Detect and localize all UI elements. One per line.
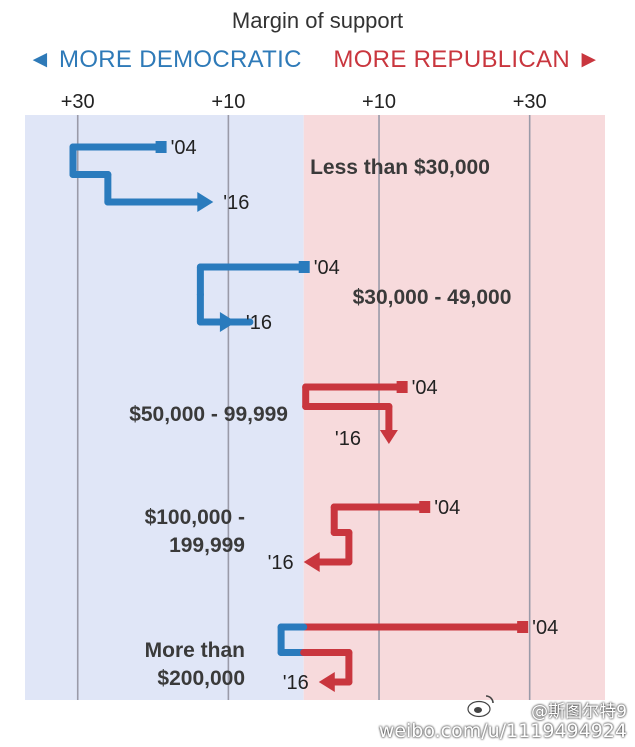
year-label-2016: '16 xyxy=(283,672,309,694)
series-label: $30,000 - 49,000 xyxy=(353,286,512,309)
marker-2016-arrow xyxy=(379,430,398,444)
marker-2004 xyxy=(298,261,310,273)
marker-2016-arrow xyxy=(303,552,320,572)
more-republican-label: MORE REPUBLICAN ► xyxy=(333,46,601,73)
more-democratic-label: ◄ MORE DEMOCRATIC xyxy=(28,46,302,73)
marker-2016-arrow xyxy=(318,672,335,692)
series-label: 199,999 xyxy=(169,534,245,557)
marker-2004 xyxy=(396,381,408,393)
weibo-logo-icon xyxy=(467,695,494,718)
marker-2016-arrow xyxy=(219,312,236,332)
year-label-2016: '16 xyxy=(246,312,272,334)
year-label-2016: '16 xyxy=(335,428,361,450)
series-label: $50,000 - 99,999 xyxy=(129,403,288,426)
democratic-background xyxy=(25,115,304,700)
year-label-2016: '16 xyxy=(223,192,249,214)
x-tick-label: +30 xyxy=(60,91,95,113)
series-label: More than xyxy=(145,639,245,662)
marker-2004 xyxy=(419,501,431,513)
year-label-2004: '04 xyxy=(171,137,197,159)
year-label-2004: '04 xyxy=(532,617,558,639)
series-label: $100,000 - xyxy=(145,506,245,529)
series-label: Less than $30,000 xyxy=(310,156,490,179)
year-label-2004: '04 xyxy=(314,257,340,279)
x-tick-label: +10 xyxy=(211,91,246,113)
year-label-2016: '16 xyxy=(268,552,294,574)
watermark-handle: @斯图尔特9 xyxy=(531,702,627,722)
year-label-2004: '04 xyxy=(412,377,438,399)
chart-title: Margin of support xyxy=(231,8,404,33)
year-label-2004: '04 xyxy=(434,497,460,519)
marker-2004 xyxy=(517,621,529,633)
marker-2016-arrow xyxy=(197,192,214,212)
x-tick-label: +30 xyxy=(512,91,547,113)
marker-2004 xyxy=(155,141,167,153)
series-label: $200,000 xyxy=(157,667,245,690)
watermark-url: weibo.com/u/1119494924 xyxy=(378,720,627,742)
x-tick-label: +10 xyxy=(362,91,396,113)
